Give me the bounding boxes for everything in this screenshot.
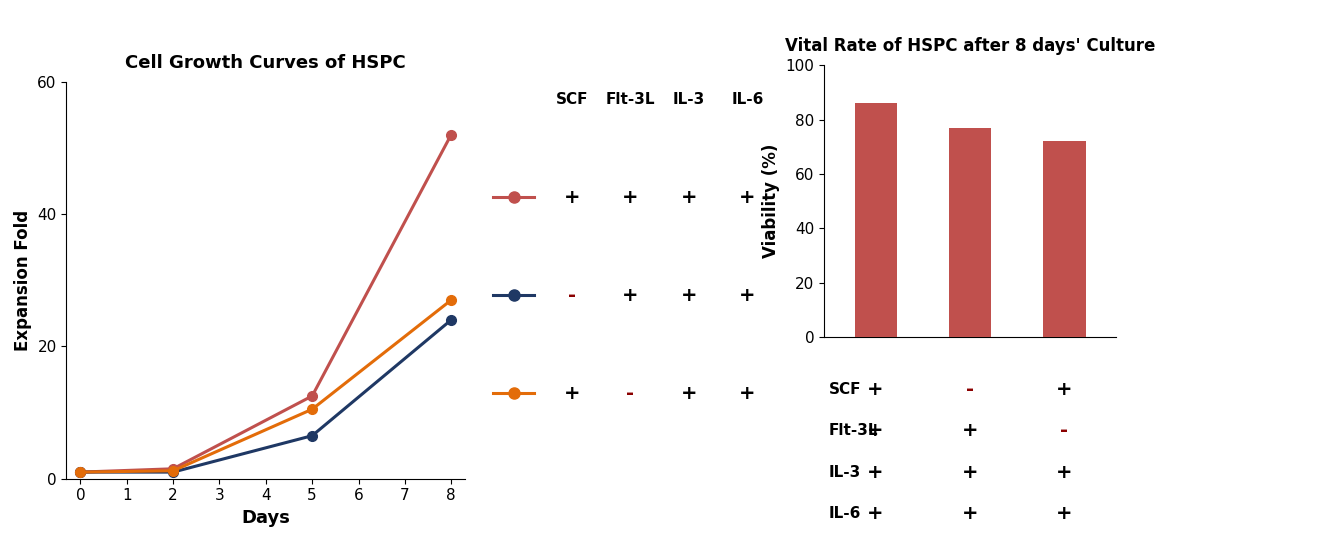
Text: SCF: SCF [556,91,589,107]
Bar [855,103,897,337]
Text: +: + [739,384,756,403]
Y-axis label: Expansion Fold: Expansion Fold [13,209,32,351]
Text: +: + [962,421,978,440]
Text: Flt-3L: Flt-3L [606,91,655,107]
Text: +: + [962,462,978,481]
Title: Cell Growth Curves of HSPC: Cell Growth Curves of HSPC [125,54,407,72]
Text: +: + [1057,380,1073,399]
Text: -: - [1061,421,1069,440]
Text: +: + [680,286,698,305]
Text: +: + [868,504,884,523]
Text: +: + [563,384,581,403]
Bar [949,128,991,337]
Text: IL-3: IL-3 [829,465,861,480]
Text: Flt-3L: Flt-3L [829,423,878,438]
Text: IL-3: IL-3 [672,91,706,107]
Text: +: + [739,286,756,305]
Title: Vital Rate of HSPC after 8 days' Culture: Vital Rate of HSPC after 8 days' Culture [785,38,1155,55]
Text: +: + [1057,504,1073,523]
Text: +: + [868,462,884,481]
Text: +: + [622,188,639,207]
Text: +: + [622,286,639,305]
Text: +: + [680,188,698,207]
Text: +: + [563,188,581,207]
Text: -: - [567,286,575,305]
Text: +: + [680,384,698,403]
X-axis label: Days: Days [242,509,290,527]
Text: -: - [626,384,634,403]
Text: +: + [868,380,884,399]
Text: +: + [868,421,884,440]
Y-axis label: Viability (%): Viability (%) [762,144,780,258]
Text: IL-6: IL-6 [731,91,764,107]
Text: +: + [739,188,756,207]
Text: SCF: SCF [829,382,861,397]
Bar [1043,141,1086,337]
Text: +: + [962,504,978,523]
Text: -: - [966,380,974,399]
Text: +: + [1057,462,1073,481]
Text: IL-6: IL-6 [829,506,861,521]
